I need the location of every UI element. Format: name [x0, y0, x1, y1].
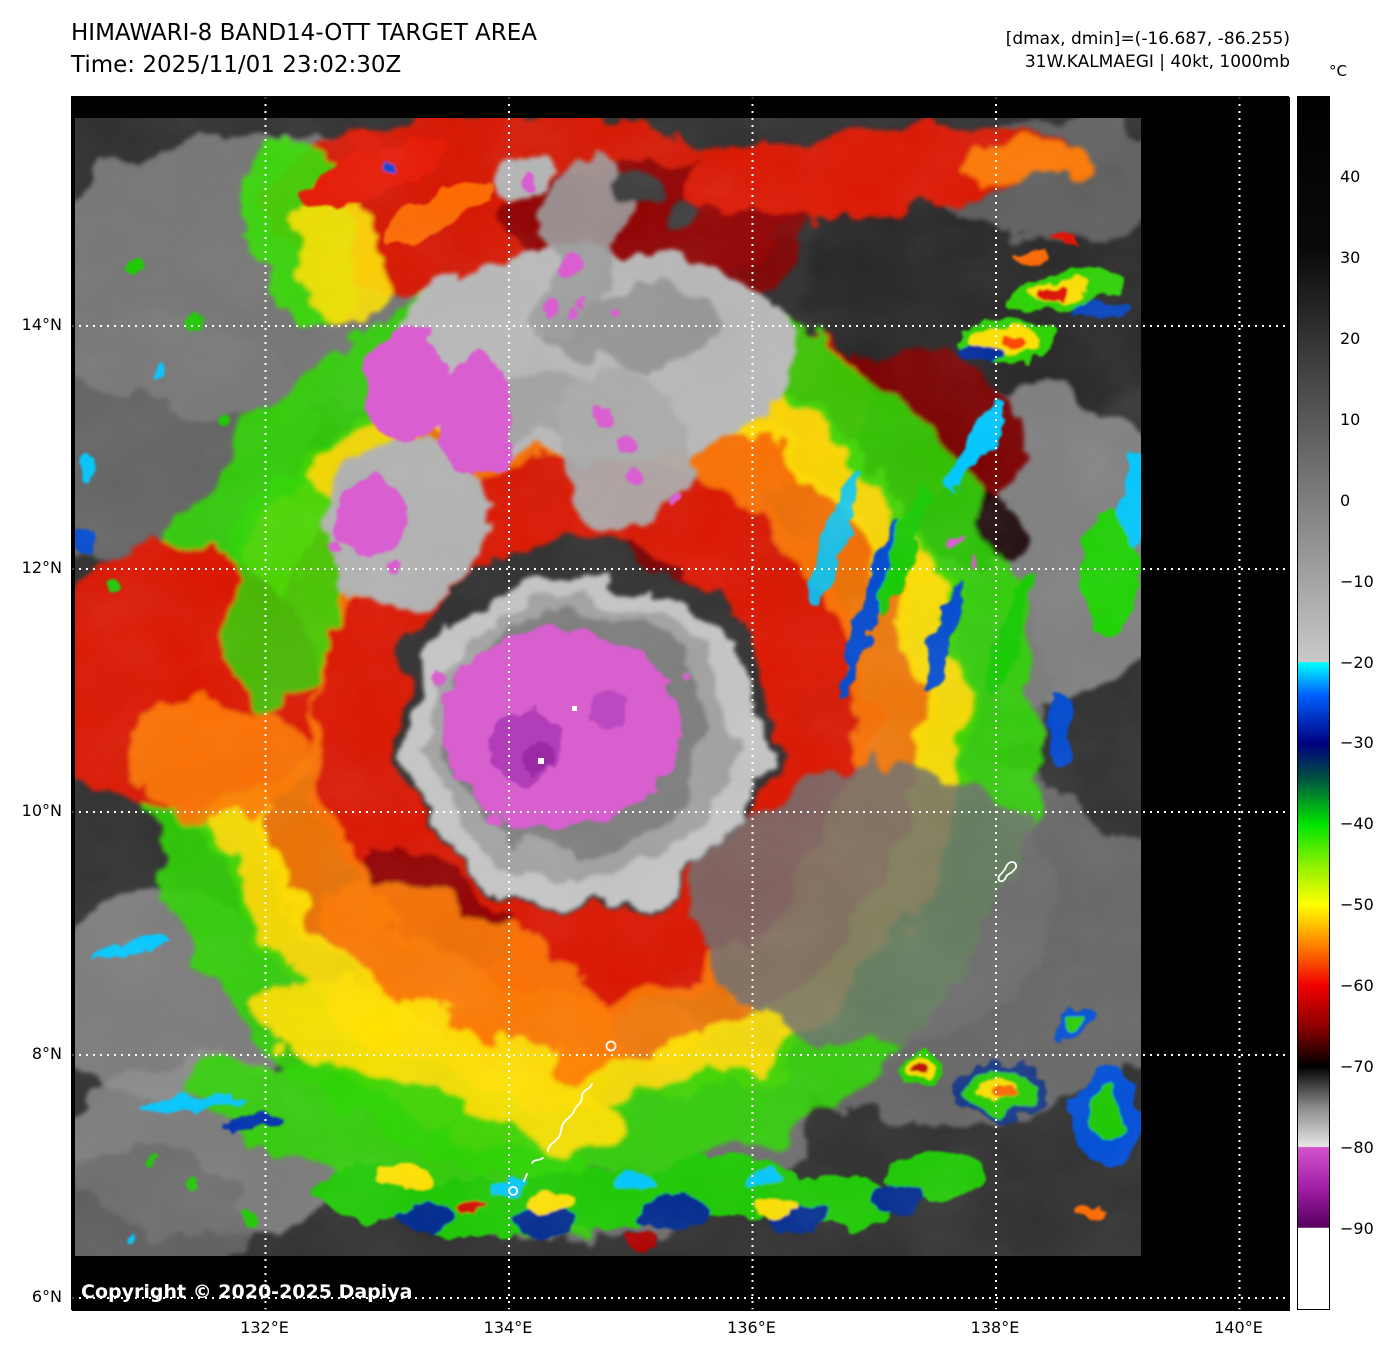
y-tick-label: 10°N — [21, 801, 62, 820]
satellite-data-swath — [75, 118, 1141, 1256]
coldest-cloud-tops — [327, 171, 979, 828]
coastline-atoll — [605, 1040, 617, 1052]
x-tick-label: 136°E — [727, 1318, 776, 1337]
cold-pixel — [572, 706, 577, 711]
coastline-palau — [508, 1083, 593, 1196]
x-tick-label: 132°E — [240, 1318, 289, 1337]
copyright-label: Copyright © 2020-2025 Dapiya — [81, 1281, 413, 1303]
plot-frame — [72, 97, 1290, 1311]
colorbar-tick-label: −20 — [1340, 652, 1374, 672]
colorbar-unit-label: °C — [1329, 62, 1347, 80]
colorbar — [1297, 96, 1330, 1310]
map-plot-area: Copyright © 2020-2025 Dapiya — [71, 96, 1290, 1311]
y-tick-label: 8°N — [31, 1044, 62, 1063]
colorbar-tick-label: 20 — [1340, 328, 1361, 348]
colorbar-tick-label: 10 — [1340, 409, 1361, 429]
time-label: Time: 2025/11/01 23:02:30Z — [71, 52, 402, 78]
colorbar-tick-label: −30 — [1340, 733, 1374, 753]
page-title: HIMAWARI-8 BAND14-OTT TARGET AREA — [71, 20, 538, 46]
colorbar-tick-label: −40 — [1340, 814, 1374, 834]
annotation-block: [dmax, dmin]=(-16.687, -86.255) 31W.KALM… — [1006, 28, 1290, 74]
colorbar-tick-label: 30 — [1340, 247, 1361, 267]
y-tick-label: 12°N — [21, 558, 62, 577]
colorbar-tick-label: −50 — [1340, 895, 1374, 915]
colorbar-tick-label: −60 — [1340, 976, 1374, 996]
x-tick-label: 140°E — [1214, 1318, 1263, 1337]
colorbar-tick-label: −90 — [1340, 1219, 1374, 1239]
colorbar-tick-label: 0 — [1340, 490, 1351, 510]
storm-info-label: 31W.KALMAEGI | 40kt, 1000mb — [1024, 52, 1290, 72]
x-tick-label: 138°E — [970, 1318, 1020, 1337]
colorbar-tick-label: −70 — [1340, 1057, 1374, 1077]
colorbar-tick-label: −80 — [1340, 1138, 1374, 1158]
x-tick-label: 134°E — [483, 1318, 533, 1337]
gridlines — [72, 97, 1290, 1311]
dmax-dmin-label: [dmax, dmin]=(-16.687, -86.255) — [1005, 29, 1290, 49]
storm-center-pixel — [538, 758, 544, 764]
y-tick-label: 14°N — [21, 315, 62, 334]
satellite-image — [72, 97, 1290, 1311]
colorbar-tick-label: −10 — [1340, 571, 1374, 591]
y-tick-label: 6°N — [31, 1287, 62, 1306]
coastline-yap — [997, 861, 1018, 883]
colorbar-tick-label: 40 — [1340, 166, 1361, 186]
